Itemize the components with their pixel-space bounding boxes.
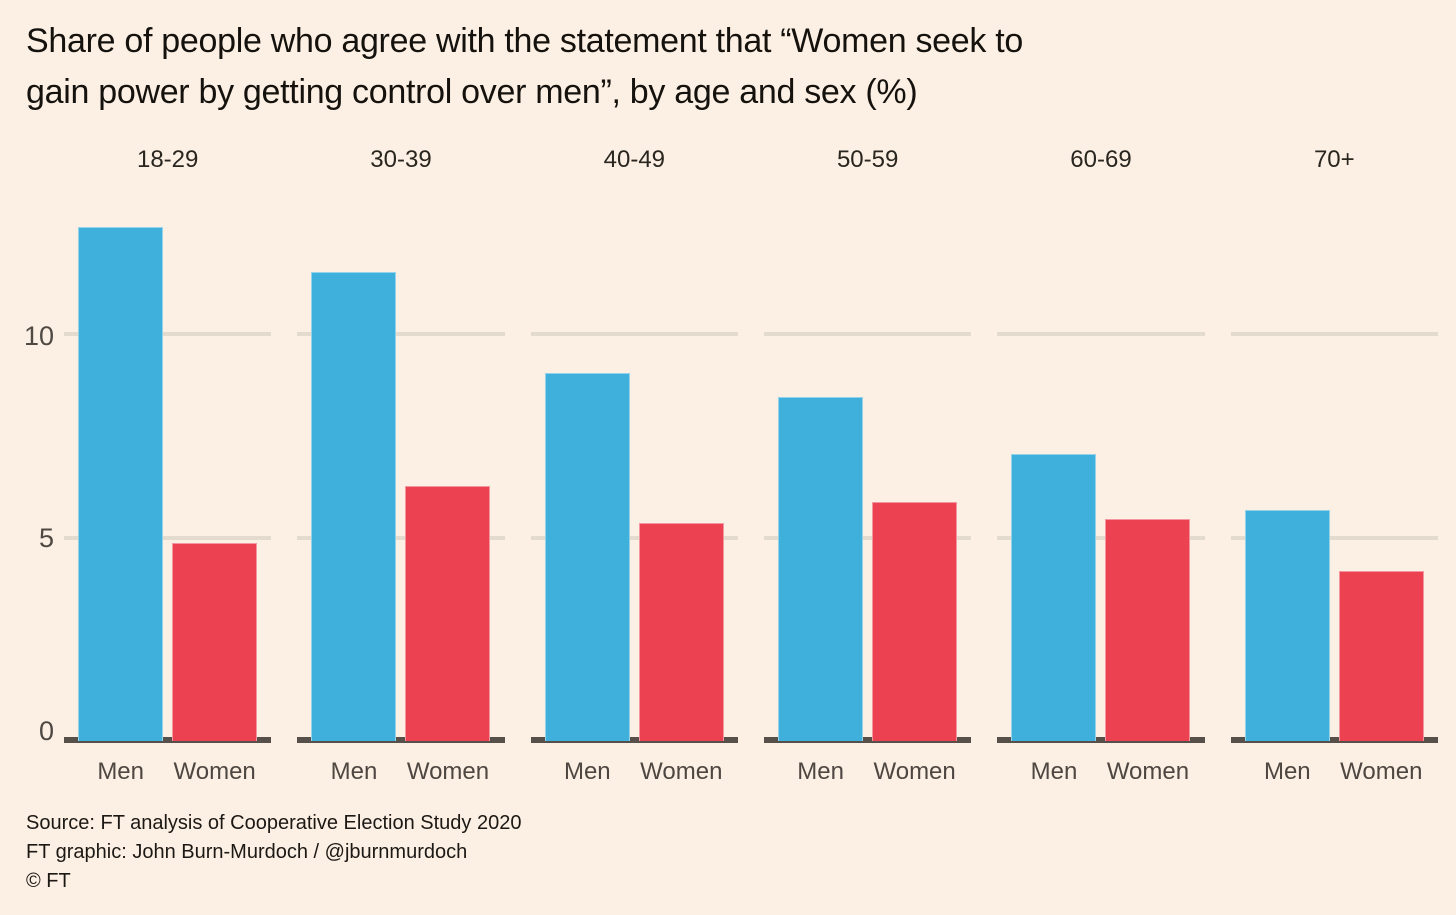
bar-pair-labels: Men Women: [297, 758, 504, 786]
age-facet-40-49: 40-49 Men Women: [530, 140, 738, 788]
bar-label-men: Men: [330, 758, 378, 785]
gridline-10: [530, 332, 738, 336]
bar-label-women: Women: [1340, 758, 1423, 785]
y-axis-tick-0: 0: [38, 716, 54, 746]
source-note: Source: FT analysis of Cooperative Elect…: [26, 812, 522, 834]
age-facet-18-29: 18-29 Men Women: [64, 140, 272, 788]
bar-pair: [764, 181, 971, 741]
bar-women-30-39: [405, 486, 491, 741]
bar-pair-labels: Men Women: [1231, 758, 1438, 786]
age-group-label: 40-49: [603, 146, 666, 173]
bar-women-60-69: [1105, 518, 1191, 741]
bar-men-18-29: [78, 227, 164, 741]
x-axis-baseline: [1230, 737, 1438, 743]
gridline-10: [997, 332, 1205, 336]
bar-men-30-39: [311, 271, 397, 741]
gridline-5: [1230, 536, 1438, 540]
bar-label-men: Men: [797, 758, 844, 785]
age-group-label: 18-29: [136, 146, 199, 173]
chart-title-line1: Share of people who agree with the state…: [26, 22, 1023, 60]
bar-chart-plot-area: 18-29 Men Women 30-39 Men Women 40-49 Men Women 5…: [64, 140, 1438, 788]
bar-label-women: Women: [640, 758, 723, 785]
gridline-5: [297, 536, 505, 540]
x-axis-baseline: [763, 737, 972, 743]
age-group-label: 60-69: [1070, 146, 1132, 173]
chart-title: Share of people who agree with the state…: [26, 16, 1023, 118]
copyright-note: © FT: [26, 870, 71, 892]
bar-men-40-49: [544, 372, 630, 741]
bar-women-70+: [1338, 571, 1424, 741]
bar-label-women: Women: [406, 758, 490, 785]
chart-footer: Source: FT analysis of Cooperative Elect…: [26, 809, 521, 896]
bar-label-men: Men: [1263, 758, 1311, 785]
x-axis-baseline: [64, 737, 272, 743]
age-facet-30-39: 30-39 Men Women: [297, 140, 505, 788]
bar-label-women: Women: [173, 758, 256, 785]
y-axis-tick-5: 5: [38, 523, 54, 553]
bar-pair-labels: Men Women: [997, 758, 1204, 786]
bar-label-men: Men: [563, 758, 611, 785]
bar-pair: [531, 181, 738, 741]
bar-women-50-59: [872, 502, 958, 741]
bar-label-men: Men: [1030, 758, 1078, 785]
gridline-10: [1230, 332, 1438, 336]
gridline-5: [530, 536, 738, 540]
y-axis-tick-10: 10: [23, 321, 54, 351]
chart-title-line2: gain power by getting control over men”,…: [26, 73, 918, 111]
bar-women-40-49: [638, 522, 724, 741]
bar-label-women: Women: [1106, 758, 1190, 785]
gridline-5: [997, 536, 1205, 540]
bar-pair: [297, 181, 504, 741]
credit-note: FT graphic: John Burn-Murdoch / @jburnmu…: [26, 841, 468, 863]
x-axis-baseline: [997, 737, 1205, 743]
bar-pair: [997, 181, 1204, 741]
bar-pair: [64, 181, 271, 741]
bar-women-18-29: [172, 542, 258, 741]
bar-men-50-59: [778, 397, 864, 741]
bar-pair-labels: Men Women: [64, 758, 271, 786]
age-facet-50-59: 50-59 Men Women: [763, 140, 972, 788]
gridline-5: [64, 536, 272, 540]
bar-men-70+: [1244, 510, 1330, 741]
bar-pair-labels: Men Women: [764, 758, 971, 786]
x-axis-baseline: [530, 737, 738, 743]
bar-label-women: Women: [873, 758, 956, 785]
age-group-label: 50-59: [836, 146, 899, 173]
gridline-10: [763, 332, 972, 336]
gridline-10: [297, 332, 505, 336]
bar-men-60-69: [1011, 453, 1097, 741]
bar-label-men: Men: [97, 758, 144, 785]
bar-pair-labels: Men Women: [531, 758, 738, 786]
age-facet-60-69: 60-69 Men Women: [997, 140, 1205, 788]
gridline-5: [763, 536, 972, 540]
age-group-label: 70+: [1313, 146, 1355, 173]
age-group-label: 30-39: [370, 146, 432, 173]
age-facet-70+: 70+ Men Women: [1230, 140, 1438, 788]
x-axis-baseline: [297, 737, 505, 743]
gridline-10: [64, 332, 272, 336]
bar-pair: [1231, 181, 1438, 741]
